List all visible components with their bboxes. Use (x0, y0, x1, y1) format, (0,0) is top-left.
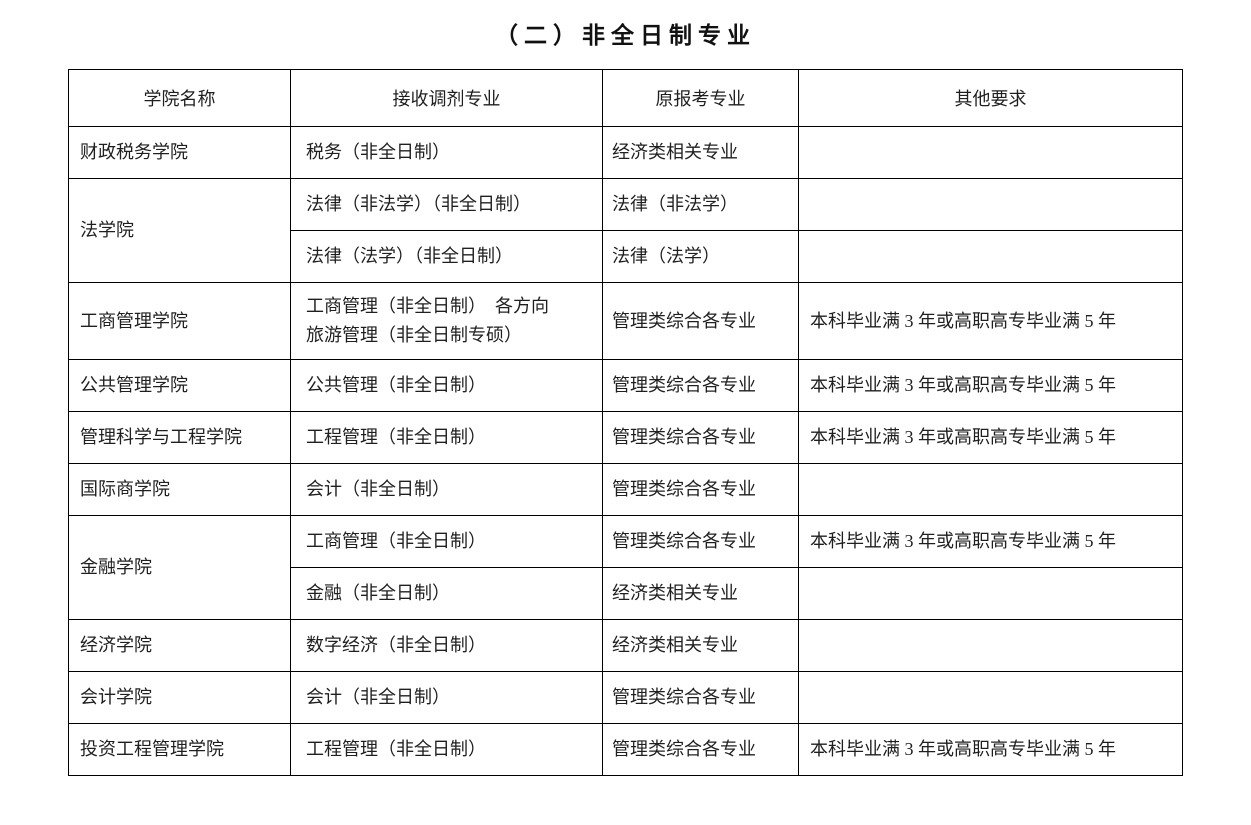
college-name-cell: 管理科学与工程学院 (68, 411, 291, 464)
original-applied-major-cell: 经济类相关专业 (602, 567, 799, 620)
transfer-majors-table: 学院名称 接收调剂专业 原报考专业 其他要求 财政税务学院 税务（非全日制） 经济类… (68, 69, 1183, 776)
table-row: 工商管理学院 工商管理（非全日制） 各方向 旅游管理（非全日制专硕） 管理类综合各专… (68, 282, 1183, 360)
accepted-transfer-major-cell: 税务（非全日制） (290, 126, 603, 179)
page-title: （二）非全日制专业 (495, 23, 756, 48)
table-row: 国际商学院 会计（非全日制） 管理类综合各专业 (68, 463, 1183, 516)
other-requirements-cell (798, 178, 1183, 231)
other-requirements-cell (798, 671, 1183, 724)
other-requirements-cell (798, 463, 1183, 516)
header-college-name: 学院名称 (68, 69, 291, 127)
accepted-transfer-major-cell: 会计（非全日制） (290, 463, 603, 516)
table-row: 金融（非全日制） 经济类相关专业 (69, 567, 1183, 620)
other-requirements-cell (798, 230, 1183, 283)
college-name-cell: 经济学院 (68, 619, 291, 672)
college-name-cell: 会计学院 (68, 671, 291, 724)
other-requirements-cell (798, 619, 1183, 672)
original-applied-major-cell: 管理类综合各专业 (602, 282, 799, 360)
college-name-cell: 工商管理学院 (68, 282, 291, 360)
table-row: 公共管理学院 公共管理（非全日制） 管理类综合各专业 本科毕业满 3 年或高职高专毕业… (68, 359, 1183, 412)
accepted-transfer-major-cell: 金融（非全日制） (290, 567, 603, 620)
college-name-cell: 金融学院 (68, 515, 291, 620)
accepted-transfer-major-cell: 工程管理（非全日制） (290, 723, 603, 776)
accepted-transfer-major-cell: 法律（法学）（非全日制） (290, 230, 603, 283)
accepted-transfer-major-cell: 工程管理（非全日制） (290, 411, 603, 464)
college-name-cell: 法学院 (68, 178, 291, 283)
original-applied-major-cell: 管理类综合各专业 (602, 723, 799, 776)
other-requirements-cell: 本科毕业满 3 年或高职高专毕业满 5 年 (798, 282, 1183, 360)
college-name-cell: 国际商学院 (68, 463, 291, 516)
header-original-applied-major: 原报考专业 (602, 69, 799, 127)
original-applied-major-cell: 经济类相关专业 (602, 619, 799, 672)
original-applied-major-cell: 管理类综合各专业 (602, 359, 799, 412)
accepted-transfer-major-cell: 法律（非法学）（非全日制） (290, 178, 603, 231)
table-row: 投资工程管理学院 工程管理（非全日制） 管理类综合各专业 本科毕业满 3 年或高职高专… (68, 723, 1183, 776)
other-requirements-cell: 本科毕业满 3 年或高职高专毕业满 5 年 (798, 411, 1183, 464)
other-requirements-cell (798, 126, 1183, 179)
accepted-transfer-major-cell: 数字经济（非全日制） (290, 619, 603, 672)
header-accepted-transfer-major: 接收调剂专业 (290, 69, 603, 127)
other-requirements-cell: 本科毕业满 3 年或高职高专毕业满 5 年 (798, 359, 1183, 412)
table-row: 法律（法学）（非全日制） 法律（法学） (69, 230, 1183, 283)
table-row: 法学院 法律（非法学）（非全日制） 法律（非法学） (68, 178, 1183, 283)
table-row: 会计学院 会计（非全日制） 管理类综合各专业 (68, 671, 1183, 724)
college-name-cell: 财政税务学院 (68, 126, 291, 179)
accepted-transfer-major-cell: 工商管理（非全日制） (290, 515, 603, 568)
original-applied-major-cell: 经济类相关专业 (602, 126, 799, 179)
table-row: 财政税务学院 税务（非全日制） 经济类相关专业 (68, 126, 1183, 179)
original-applied-major-cell: 管理类综合各专业 (602, 463, 799, 516)
header-row: 学院名称 接收调剂专业 原报考专业 其他要求 (68, 69, 1183, 127)
other-requirements-cell: 本科毕业满 3 年或高职高专毕业满 5 年 (798, 515, 1183, 568)
table-row: 金融学院 工商管理（非全日制） 管理类综合各专业 本科毕业满 3 年或高职高专毕业满 … (68, 515, 1183, 620)
college-name-cell: 公共管理学院 (68, 359, 291, 412)
original-applied-major-cell: 法律（非法学） (602, 178, 799, 231)
other-requirements-cell (798, 567, 1183, 620)
original-applied-major-cell: 管理类综合各专业 (602, 671, 799, 724)
original-applied-major-cell: 管理类综合各专业 (602, 411, 799, 464)
header-other-requirements: 其他要求 (798, 69, 1183, 127)
table-row: 管理科学与工程学院 工程管理（非全日制） 管理类综合各专业 本科毕业满 3 年或高职高… (68, 411, 1183, 464)
original-applied-major-cell: 管理类综合各专业 (602, 515, 799, 568)
table-row: 经济学院 数字经济（非全日制） 经济类相关专业 (68, 619, 1183, 672)
original-applied-major-cell: 法律（法学） (602, 230, 799, 283)
college-name-cell: 投资工程管理学院 (68, 723, 291, 776)
accepted-transfer-major-cell: 工商管理（非全日制） 各方向 旅游管理（非全日制专硕） (290, 282, 603, 360)
other-requirements-cell: 本科毕业满 3 年或高职高专毕业满 5 年 (798, 723, 1183, 776)
accepted-transfer-major-cell: 会计（非全日制） (290, 671, 603, 724)
accepted-transfer-major-cell: 公共管理（非全日制） (290, 359, 603, 412)
